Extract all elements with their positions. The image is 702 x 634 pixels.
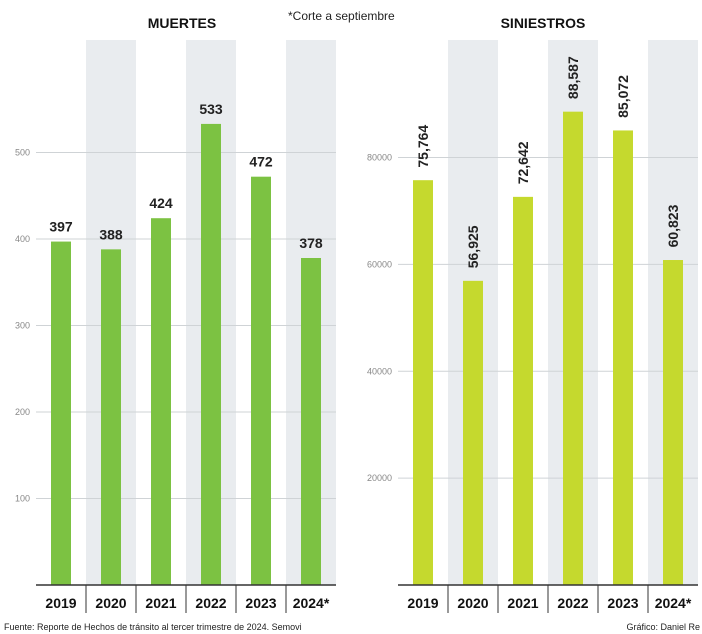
siniestros-ytick-label: 60000: [367, 259, 392, 269]
muertes-bar-2020: [101, 249, 121, 585]
muertes-value-label: 424: [149, 195, 173, 211]
muertes-ytick-label: 300: [15, 320, 30, 330]
siniestros-value-label: 56,925: [465, 225, 481, 268]
muertes-bar-2019: [51, 241, 71, 586]
siniestros-bar-2024: [663, 260, 683, 585]
siniestros-title: SINIESTROS: [501, 15, 586, 31]
siniestros-xtick-label: 2020: [457, 595, 488, 611]
siniestros-xtick-label: 2024*: [655, 595, 692, 611]
muertes-value-label: 533: [199, 101, 223, 117]
siniestros-xtick-label: 2019: [407, 595, 438, 611]
siniestros-bar-2020: [463, 280, 483, 585]
source-text: Fuente: Reporte de Hechos de tránsito al…: [4, 622, 302, 632]
siniestros-value-label: 72,642: [515, 141, 531, 184]
muertes-xtick-label: 2019: [45, 595, 76, 611]
muertes-value-label: 397: [49, 219, 73, 235]
muertes-xtick-label: 2023: [245, 595, 276, 611]
siniestros-value-label: 88,587: [565, 56, 581, 99]
siniestros-xtick-label: 2023: [607, 595, 638, 611]
siniestros-ytick-label: 20000: [367, 473, 392, 483]
muertes-value-label: 388: [99, 226, 123, 242]
siniestros-value-label: 75,764: [415, 125, 431, 168]
siniestros-bar-2022: [563, 111, 583, 585]
siniestros-chart: 20000 40000 60000 80000 75,764 2019 56,925 2020…: [367, 15, 698, 613]
muertes-ytick-label: 100: [15, 493, 30, 503]
muertes-xtick-label: 2022: [195, 595, 226, 611]
muertes-xtick-label: 2020: [95, 595, 126, 611]
muertes-chart: 100 200 300 400 500 397 2019 388 2020 424 2021 533 2…: [15, 15, 336, 613]
siniestros-xtick-label: 2022: [557, 595, 588, 611]
siniestros-bar-2021: [513, 196, 533, 585]
siniestros-value-label: 85,072: [615, 75, 631, 118]
muertes-value-label: 378: [299, 235, 323, 251]
muertes-value-label: 472: [249, 154, 273, 170]
siniestros-bar-2023: [613, 130, 633, 586]
muertes-title: MUERTES: [148, 15, 216, 31]
muertes-ytick-label: 200: [15, 407, 30, 417]
siniestros-ytick-label: 40000: [367, 366, 392, 376]
siniestros-bar-2019: [413, 180, 433, 585]
muertes-xtick-label: 2024*: [293, 595, 330, 611]
cutoff-note: *Corte a septiembre: [288, 9, 395, 23]
siniestros-ytick-label: 80000: [367, 153, 392, 163]
muertes-bar-2022: [201, 123, 221, 586]
siniestros-xtick-label: 2021: [507, 595, 538, 611]
muertes-bar-2024: [301, 258, 321, 585]
credit-text: Gráfico: Daniel Re: [626, 622, 700, 632]
muertes-bar-2023: [251, 176, 271, 585]
siniestros-value-label: 60,823: [665, 204, 681, 247]
muertes-ytick-label: 400: [15, 234, 30, 244]
muertes-bar-2021: [151, 218, 171, 585]
muertes-ytick-label: 500: [15, 147, 30, 157]
muertes-xtick-label: 2021: [145, 595, 176, 611]
